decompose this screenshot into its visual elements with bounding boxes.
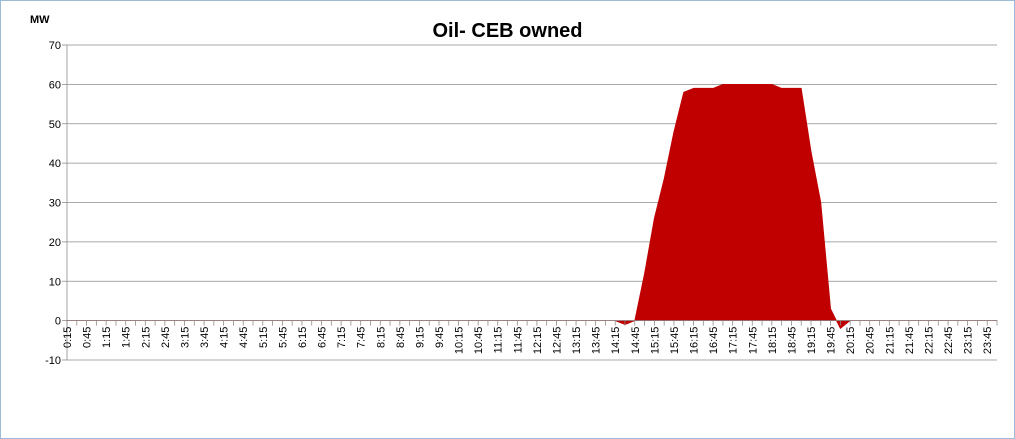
x-tick-label: 10:45 [473, 327, 485, 355]
x-tick-label: 3:15 [179, 327, 191, 348]
x-tick-label: 14:45 [630, 327, 642, 355]
x-tick-label: 17:45 [747, 327, 759, 355]
y-tick-label: 20 [49, 237, 61, 249]
y-tick-label: 60 [49, 79, 61, 91]
x-tick-label: 1:15 [101, 327, 113, 348]
series-area-oil-ceb-owned [66, 83, 998, 329]
x-tick-label: 15:15 [649, 327, 661, 355]
x-tick-label: 19:15 [806, 327, 818, 355]
x-tick-label: 18:45 [786, 327, 798, 355]
y-tick-label: 0 [55, 316, 61, 328]
x-tick-label: 2:45 [160, 327, 172, 348]
y-tick-labels: -10 0 10 20 30 40 50 60 70 [45, 40, 61, 367]
x-tick-labels: 0:15 0:45 1:15 1:45 2:15 2:45 3:15 3:45 4:15 4:45… [62, 327, 994, 355]
x-tick-label: 7:45 [356, 327, 368, 348]
x-tick-label: 0:15 [62, 327, 74, 348]
y-tick-label: 50 [49, 119, 61, 131]
x-tick-label: 7:15 [336, 327, 348, 348]
x-tick-label: 11:45 [512, 327, 524, 354]
x-axis [66, 320, 998, 326]
x-tick-label: 5:15 [258, 327, 270, 348]
x-tick-label: 21:15 [884, 327, 896, 355]
y-tick-label: 30 [49, 198, 61, 210]
y-tick-label: 70 [49, 40, 61, 52]
grid-lines [62, 44, 997, 361]
x-tick-label: 22:15 [923, 327, 935, 355]
x-tick-label: 18:15 [767, 327, 779, 355]
x-tick-label: 23:45 [982, 327, 994, 355]
x-tick-label: 4:15 [219, 327, 231, 348]
x-tick-label: 13:45 [591, 327, 603, 355]
y-tick-label: 10 [49, 276, 61, 288]
x-tick-label: 9:15 [414, 327, 426, 348]
x-tick-label: 5:45 [277, 327, 289, 348]
x-tick-label: 1:45 [121, 327, 133, 348]
x-tick-label: 8:45 [395, 327, 407, 348]
x-tick-label: 8:15 [375, 327, 387, 348]
x-tick-label: 21:45 [904, 327, 916, 355]
x-tick-label: 15:45 [669, 327, 681, 355]
x-tick-label: 6:45 [317, 327, 329, 348]
x-tick-label: 12:15 [532, 327, 544, 355]
x-tick-label: 11:15 [493, 327, 505, 354]
x-tick-label: 3:45 [199, 327, 211, 348]
x-tick-label: 6:15 [297, 327, 309, 348]
y-tick-label: 40 [49, 158, 61, 170]
x-tick-label: 14:15 [610, 327, 622, 355]
x-tick-label: 16:15 [689, 327, 701, 355]
x-tick-label: 16:45 [708, 327, 720, 355]
x-tick-label: 20:15 [845, 327, 857, 355]
chart-title: Oil- CEB owned [432, 20, 583, 42]
y-axis-unit-label: MW [30, 14, 50, 26]
x-tick-label: 9:45 [434, 327, 446, 348]
x-tick-label: 19:45 [826, 327, 838, 355]
x-tick-label: 23:15 [963, 327, 975, 355]
x-tick-label: 2:15 [140, 327, 152, 348]
x-tick-label: 4:45 [238, 327, 250, 348]
x-tick-label: 12:45 [551, 327, 563, 355]
x-tick-label: 10:15 [454, 327, 466, 355]
x-tick-label: 20:45 [865, 327, 877, 355]
x-tick-label: 22:45 [943, 327, 955, 355]
x-tick-label: 0:45 [82, 327, 94, 348]
x-tick-label: 13:15 [571, 327, 583, 355]
x-tick-label: 17:15 [728, 327, 740, 355]
series-area [66, 83, 998, 329]
y-tick-label: -10 [45, 355, 61, 367]
